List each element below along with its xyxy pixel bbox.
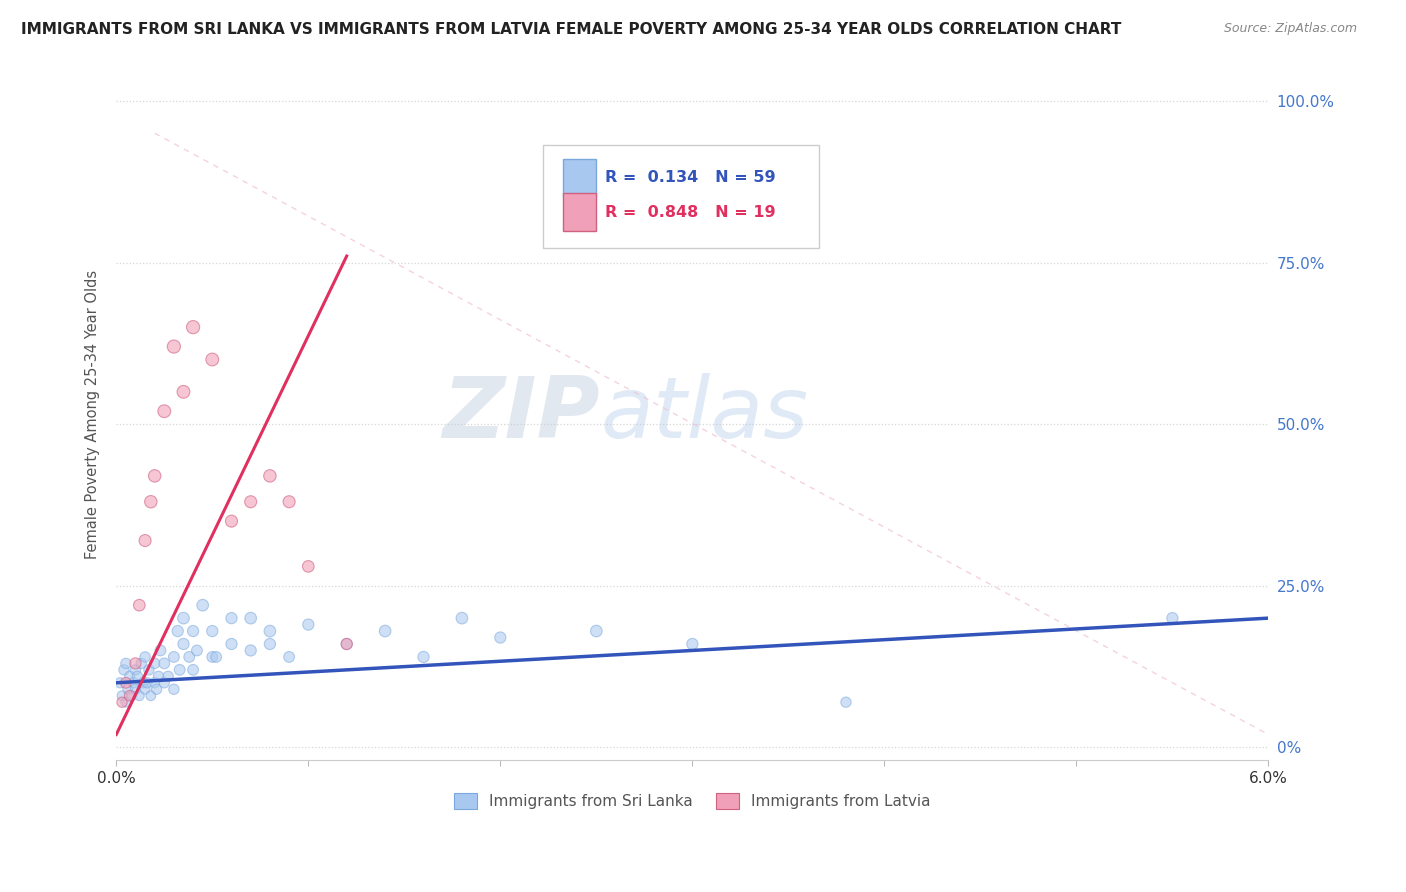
Text: Source: ZipAtlas.com: Source: ZipAtlas.com [1223, 22, 1357, 36]
Point [221, 637, 243, 651]
Text: R =  0.848   N = 19: R = 0.848 N = 19 [605, 205, 776, 220]
Point [112, 663, 135, 677]
Point [239, 494, 262, 508]
Point [153, 675, 176, 690]
Point [153, 657, 176, 671]
Point [201, 649, 224, 664]
Point [139, 689, 162, 703]
Point [205, 649, 228, 664]
Point [179, 649, 201, 664]
Point [127, 669, 149, 683]
Point [239, 611, 262, 625]
Point [115, 675, 138, 690]
Point [157, 669, 180, 683]
Point [489, 631, 512, 645]
FancyBboxPatch shape [543, 145, 820, 248]
Point [181, 320, 204, 334]
Point [585, 624, 607, 638]
Point [153, 404, 176, 418]
Point [835, 695, 858, 709]
Point [172, 637, 194, 651]
Point [297, 559, 319, 574]
Point [149, 643, 172, 657]
Point [136, 675, 159, 690]
Y-axis label: Female Poverty Among 25-34 Year Olds: Female Poverty Among 25-34 Year Olds [86, 270, 100, 559]
Point [181, 663, 204, 677]
Point [129, 657, 152, 671]
Point [124, 657, 146, 671]
Point [336, 637, 359, 651]
Point [181, 624, 204, 638]
Point [201, 624, 224, 638]
Text: IMMIGRANTS FROM SRI LANKA VS IMMIGRANTS FROM LATVIA FEMALE POVERTY AMONG 25-34 Y: IMMIGRANTS FROM SRI LANKA VS IMMIGRANTS … [21, 22, 1122, 37]
Point [122, 675, 145, 690]
Point [278, 649, 301, 664]
Point [115, 657, 138, 671]
Point [143, 675, 166, 690]
Point [259, 637, 281, 651]
Point [111, 695, 134, 709]
Text: R =  0.134   N = 59: R = 0.134 N = 59 [605, 170, 776, 186]
Point [1161, 611, 1184, 625]
Point [221, 514, 243, 528]
Point [148, 669, 170, 683]
Point [139, 494, 162, 508]
Point [336, 637, 359, 651]
Point [201, 352, 224, 367]
Point [134, 533, 156, 548]
Point [108, 675, 131, 690]
Point [163, 649, 186, 664]
Point [374, 624, 396, 638]
Point [121, 689, 143, 703]
Point [169, 663, 191, 677]
Point [191, 598, 214, 612]
Legend: Immigrants from Sri Lanka, Immigrants from Latvia: Immigrants from Sri Lanka, Immigrants fr… [449, 787, 936, 815]
Point [132, 675, 155, 690]
Text: atlas: atlas [600, 373, 808, 456]
Point [278, 494, 301, 508]
Point [239, 643, 262, 657]
Point [221, 611, 243, 625]
Point [117, 682, 139, 697]
Point [186, 643, 208, 657]
Text: ZIP: ZIP [443, 373, 600, 456]
Point [145, 682, 167, 697]
Point [118, 689, 141, 703]
Point [118, 669, 141, 683]
Point [134, 649, 156, 664]
Bar [564, 194, 596, 231]
Bar [564, 159, 596, 197]
Point [172, 384, 194, 399]
Point [451, 611, 474, 625]
Point [143, 657, 166, 671]
Point [172, 611, 194, 625]
Point [259, 468, 281, 483]
Point [128, 598, 150, 612]
Point [111, 689, 134, 703]
Point [124, 663, 146, 677]
Point [163, 682, 186, 697]
Point [681, 637, 703, 651]
Point [166, 624, 188, 638]
Point [259, 624, 281, 638]
Point [412, 649, 434, 664]
Point [163, 340, 186, 354]
Point [143, 468, 166, 483]
Point [138, 663, 160, 677]
Point [115, 695, 138, 709]
Point [128, 689, 150, 703]
Point [134, 682, 156, 697]
Point [297, 617, 319, 632]
Point [124, 682, 146, 697]
